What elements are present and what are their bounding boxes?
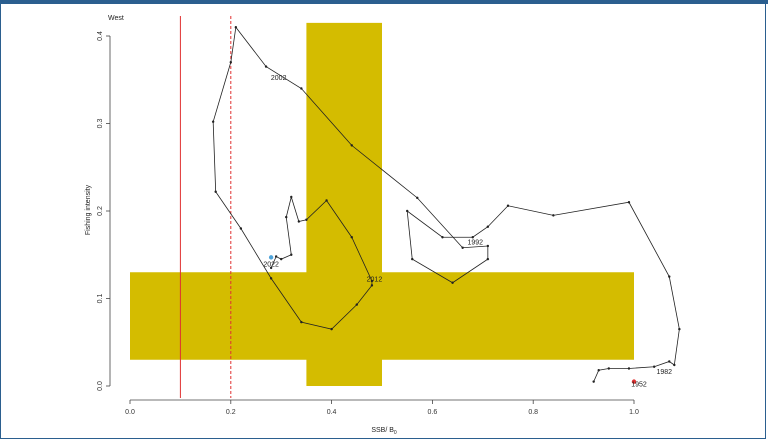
year-label: 1982 [656, 369, 672, 376]
trajectory-point [239, 227, 243, 230]
trajectory-point [370, 284, 374, 287]
trajectory-point [597, 369, 600, 372]
trajectory-point [486, 225, 490, 228]
trajectory-point [370, 279, 374, 283]
highlight-point [268, 255, 274, 260]
y-tick-label: 0.1 [97, 294, 104, 304]
target-zone-2 [130, 272, 634, 360]
trajectory-point [678, 327, 681, 331]
highlight-markers [268, 255, 637, 384]
trajectory-point [451, 281, 454, 284]
y-tick-label: 0.0 [97, 381, 104, 391]
trajectory-point [297, 220, 301, 223]
trajectory-point [300, 87, 303, 90]
x-tick-label: 0.6 [428, 409, 438, 416]
trajectory-point [350, 236, 353, 239]
trajectory-point [234, 26, 238, 29]
trajectory-point [486, 244, 490, 248]
trajectory-point [290, 253, 293, 256]
trajectory-point [552, 214, 555, 217]
trajectory-point [274, 255, 278, 258]
trajectory-point [411, 257, 414, 261]
y-tick-label: 0.4 [97, 31, 104, 41]
trajectory-point [214, 190, 217, 193]
reference-lines [179, 16, 232, 398]
y-tick-label: 0.3 [97, 119, 104, 129]
trajectory-point [300, 320, 303, 324]
trajectory-points [211, 26, 681, 383]
trajectory-point [229, 61, 232, 64]
trajectory-point [264, 65, 268, 68]
trajectory-point [330, 327, 333, 331]
trajectory-point [355, 303, 358, 306]
trajectory-point [285, 215, 288, 219]
trajectory-point [506, 204, 510, 207]
x-tick-label: 0.0 [125, 409, 135, 416]
trajectory-point [668, 275, 671, 278]
year-label: 2002 [271, 75, 287, 82]
trajectory-point [350, 144, 353, 147]
x-axis-label: SSB/ B0 [371, 427, 397, 436]
trajectory-point [627, 367, 631, 370]
year-label: 1952 [631, 381, 647, 388]
x-tick-label: 1.0 [629, 409, 639, 416]
year-label: 2012 [367, 276, 383, 283]
trajectory-point [673, 363, 676, 367]
y-axis-ticks: 0.0 0.1 0.2 0.3 0.4 [97, 31, 110, 391]
trajectory-point [471, 236, 474, 239]
trajectory-point [607, 367, 610, 370]
trajectory-point [269, 277, 273, 280]
trajectory-point [290, 195, 293, 199]
trajectory-line [212, 26, 680, 382]
x-axis-label-main: SSB/ B [371, 427, 394, 434]
y-axis-label: Fishing intensity [85, 184, 92, 235]
trajectory-point [211, 120, 215, 123]
trajectory-point [486, 257, 490, 261]
trajectory-point [269, 266, 273, 270]
trajectory-point [280, 257, 283, 261]
x-tick-label: 0.4 [327, 409, 337, 416]
year-labels: 1952 1982 1992 2002 2012 2022 [263, 75, 672, 388]
x-tick-label: 0.2 [226, 409, 236, 416]
trajectory-point [305, 218, 308, 221]
trajectory-point [325, 199, 328, 202]
trajectory-point [441, 236, 444, 239]
trajectory-point [592, 380, 595, 383]
year-label: 1992 [467, 240, 483, 247]
highlight-point [631, 379, 637, 384]
trajectory-point [627, 201, 631, 204]
x-tick-label: 0.8 [528, 409, 538, 416]
trajectory-point [406, 209, 409, 213]
trajectory-point [668, 360, 671, 363]
chart-title: West [108, 15, 124, 22]
x-axis-ticks: 0.0 0.2 0.4 0.6 0.8 1.0 [125, 400, 639, 416]
x-axis-label-subscript: 0 [394, 430, 397, 436]
window-top-bar [0, 0, 768, 4]
trajectory-point [416, 196, 419, 200]
year-label: 2022 [263, 262, 279, 269]
trajectory-point [461, 246, 464, 249]
trajectory-point [652, 365, 656, 368]
trajectory [212, 26, 680, 382]
y-tick-label: 0.2 [97, 206, 104, 216]
target-zones [130, 22, 634, 386]
